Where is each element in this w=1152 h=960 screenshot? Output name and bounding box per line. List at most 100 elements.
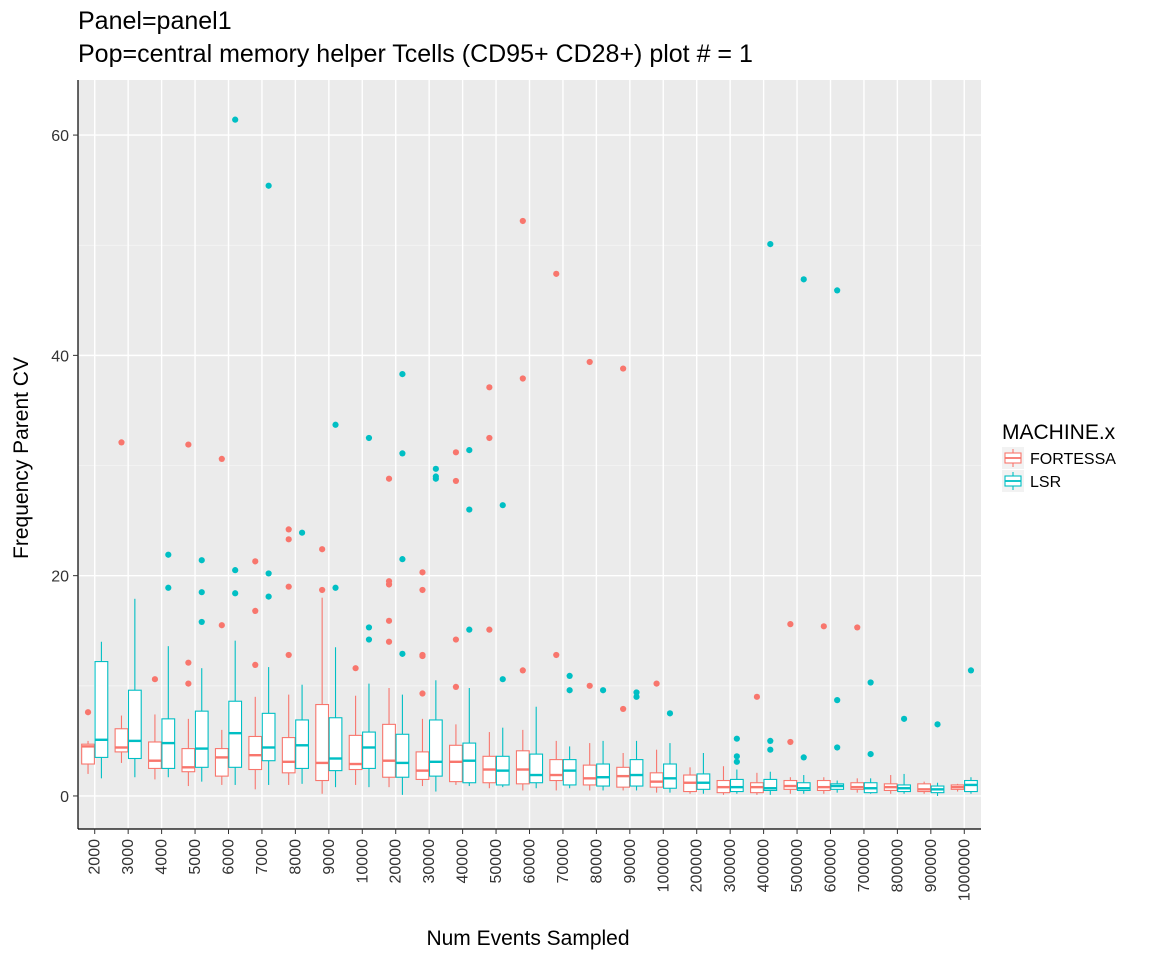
x-tick-label: 5000 — [187, 839, 204, 875]
outlier-point — [834, 697, 841, 704]
outlier-point — [198, 557, 205, 564]
x-tick-label: 8000 — [287, 839, 304, 875]
outlier-point — [285, 583, 292, 590]
outlier-point — [934, 721, 941, 728]
x-tick-label: 30000 — [421, 839, 438, 884]
box-fortessa-30000 — [415, 569, 430, 787]
outlier-point — [466, 626, 473, 633]
outlier-point — [198, 618, 205, 626]
box-fortessa-70000 — [549, 270, 564, 791]
outlier-point — [599, 687, 607, 694]
x-tick-label: 300000 — [722, 839, 739, 892]
box-body — [362, 731, 376, 769]
outlier-point — [84, 709, 92, 716]
box-lsr-800000 — [897, 715, 911, 794]
box-lsr-400000 — [763, 241, 778, 795]
box-fortessa-50000 — [482, 384, 497, 789]
outlier-point — [399, 450, 406, 457]
box-body — [148, 741, 162, 769]
outlier-point — [586, 682, 593, 689]
outlier-point — [285, 526, 292, 533]
outlier-point — [419, 690, 426, 697]
outlier-point — [232, 590, 239, 597]
outlier-point — [967, 667, 975, 674]
box-body — [596, 763, 610, 787]
outlier-point — [185, 680, 192, 687]
outlier-point — [486, 626, 493, 633]
box-body — [515, 750, 530, 785]
legend-title: MACHINE.x — [1002, 421, 1116, 444]
outlier-point — [519, 667, 526, 674]
y-tick-label: 0 — [60, 789, 69, 806]
box-body — [248, 735, 263, 771]
outlier-point — [285, 536, 292, 543]
box-body — [529, 753, 544, 784]
box-lsr-60000 — [529, 706, 544, 789]
outlier-point — [198, 589, 205, 596]
x-tick-label: 1000000 — [956, 839, 973, 901]
outlier-point — [867, 679, 874, 686]
box-fortessa-500000 — [783, 621, 798, 794]
outlier-point — [432, 473, 439, 480]
outlier-point — [332, 584, 339, 591]
outlier-point — [365, 624, 373, 631]
outlier-point — [633, 693, 640, 700]
box-lsr-200000 — [696, 752, 711, 794]
box-lsr-500000 — [796, 276, 811, 794]
legend: MACHINE.x FORTESSA LSR — [1002, 421, 1116, 492]
box-lsr-1000000 — [964, 667, 978, 794]
outlier-point — [854, 624, 861, 631]
outlier-point — [399, 370, 406, 378]
box-fortessa-40000 — [449, 449, 463, 785]
outlier-point — [419, 651, 426, 659]
box-lsr-40000 — [462, 446, 477, 787]
outlier-point — [566, 687, 573, 694]
outlier-point — [165, 551, 172, 558]
outlier-point — [452, 449, 460, 456]
box-fortessa-3000 — [114, 439, 129, 763]
outlier-point — [419, 569, 426, 576]
outlier-point — [365, 636, 373, 643]
outlier-point — [399, 650, 406, 657]
outlier-point — [432, 465, 439, 472]
outlier-point — [419, 586, 426, 594]
outlier-point — [452, 477, 460, 485]
outlier-point — [466, 506, 473, 513]
box-lsr-6000 — [228, 116, 243, 785]
box-lsr-4000 — [161, 551, 176, 778]
box-lsr-7000 — [261, 182, 276, 785]
outlier-point — [620, 365, 627, 372]
outlier-point — [298, 529, 306, 536]
outlier-point — [767, 746, 774, 753]
outlier-point — [452, 683, 460, 691]
box-fortessa-4000 — [148, 676, 162, 780]
outlier-point — [151, 676, 159, 683]
outlier-point — [365, 434, 373, 442]
box-body — [181, 748, 196, 773]
outlier-point — [466, 446, 473, 454]
x-tick-label: 2000 — [87, 839, 104, 875]
outlier-point — [252, 661, 259, 668]
x-tick-label: 6000 — [221, 839, 238, 875]
outlier-point — [834, 287, 841, 294]
box-body — [261, 712, 276, 762]
outlier-point — [486, 384, 493, 391]
x-tick-label: 800000 — [889, 839, 906, 892]
box-lsr-300000 — [729, 735, 744, 794]
box-fortessa-9000 — [315, 546, 330, 794]
box-fortessa-6000 — [214, 455, 229, 785]
outlier-point — [385, 475, 393, 482]
outlier-point — [385, 578, 393, 585]
outlier-point — [800, 754, 807, 761]
x-tick-label: 40000 — [455, 839, 472, 884]
outlier-point — [218, 622, 225, 629]
box-body — [796, 782, 811, 791]
box-body — [582, 764, 597, 786]
series-fortessa — [81, 217, 965, 795]
box-lsr-100000 — [663, 710, 677, 793]
outlier-point — [900, 715, 908, 722]
chart-subtitle: Pop=central memory helper Tcells (CD95+ … — [78, 40, 753, 68]
x-tick-label: 100000 — [655, 839, 672, 892]
x-tick-label: 600000 — [823, 839, 840, 892]
